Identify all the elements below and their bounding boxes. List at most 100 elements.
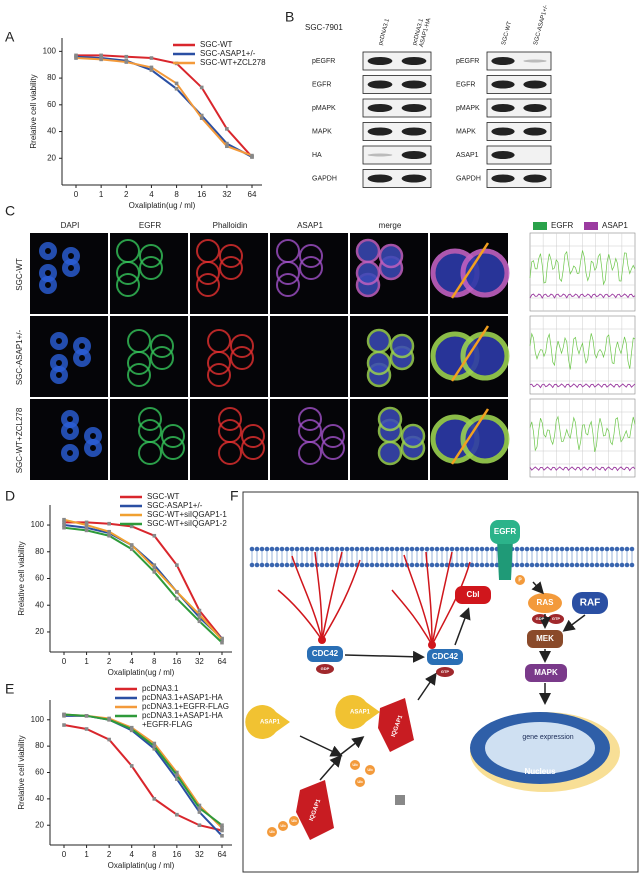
lipid-head bbox=[559, 546, 565, 552]
cell bbox=[321, 424, 345, 448]
cell bbox=[355, 260, 381, 286]
egfr-receptor bbox=[497, 540, 513, 580]
lipid-head bbox=[534, 546, 540, 552]
lipid-head bbox=[279, 546, 285, 552]
legend-label: SGC-ASAP1+/- bbox=[200, 49, 256, 58]
data-point bbox=[107, 737, 111, 742]
cell bbox=[298, 441, 322, 465]
egfr-head bbox=[490, 520, 520, 544]
blot-band bbox=[401, 127, 427, 136]
x-tick-label: 1 bbox=[84, 850, 89, 859]
legend-label: SGC-WT+ZCL278 bbox=[200, 58, 266, 67]
lipid-head bbox=[599, 562, 605, 568]
row-label: SGC-WT+ZCL278 bbox=[15, 407, 24, 473]
lipid-head bbox=[619, 562, 625, 568]
lipid-head bbox=[399, 562, 405, 568]
x-tick-label: 0 bbox=[74, 190, 79, 199]
node-label: Ub bbox=[280, 823, 286, 828]
row-label: pMAPK bbox=[456, 105, 480, 112]
lipid-head bbox=[484, 546, 490, 552]
lipid-head bbox=[369, 546, 375, 552]
x-tick-label: 32 bbox=[195, 850, 204, 859]
node-label: Ub bbox=[269, 829, 275, 834]
x-tick-label: 16 bbox=[172, 850, 181, 859]
data-point bbox=[220, 828, 224, 833]
blot-band bbox=[401, 174, 427, 183]
legend-label: pcDNA3.1+ASAP1-HA +EGFR-FLAG bbox=[142, 711, 223, 729]
column-label: DAPI bbox=[61, 221, 80, 230]
blot-band bbox=[367, 127, 393, 136]
lipid-head bbox=[289, 562, 295, 568]
lipid-head bbox=[259, 546, 265, 552]
data-point bbox=[129, 764, 134, 768]
blot-band bbox=[491, 80, 515, 89]
iqgap1 bbox=[296, 780, 334, 840]
panel-label: E bbox=[5, 681, 14, 697]
asap1 bbox=[335, 695, 380, 729]
node-label: P bbox=[518, 577, 522, 583]
row-label: EGFR bbox=[312, 81, 331, 88]
node-label: MEK bbox=[536, 634, 554, 643]
blot-band bbox=[367, 80, 393, 89]
data-line bbox=[63, 724, 223, 832]
lipid-head bbox=[454, 546, 460, 552]
ras bbox=[528, 593, 562, 613]
y-tick-label: 40 bbox=[47, 127, 56, 136]
lipid-head bbox=[544, 546, 550, 552]
lipid-head bbox=[464, 546, 470, 552]
blot-strip bbox=[486, 145, 552, 165]
row-label: pEGFR bbox=[456, 58, 479, 65]
node-label: GDP bbox=[536, 616, 545, 621]
x-tick-label: 0 bbox=[62, 657, 67, 666]
data-line bbox=[76, 54, 253, 158]
data-point bbox=[152, 533, 157, 538]
lipid-head bbox=[329, 562, 335, 568]
cell bbox=[321, 436, 345, 460]
lipid-head bbox=[604, 562, 610, 568]
lipid-head bbox=[589, 546, 595, 552]
node-label: Cbl bbox=[467, 590, 480, 599]
profile-line bbox=[450, 242, 490, 299]
lipid-head bbox=[389, 546, 395, 552]
x-tick-label: 0 bbox=[62, 850, 67, 859]
cell bbox=[61, 410, 79, 428]
cell bbox=[276, 261, 300, 285]
iqgap1 bbox=[378, 698, 414, 752]
lipid-head bbox=[579, 546, 585, 552]
lipid-head bbox=[489, 546, 495, 552]
lipid-head bbox=[574, 562, 580, 568]
data-point bbox=[175, 770, 179, 775]
blot-band bbox=[367, 174, 393, 183]
data-point bbox=[129, 524, 134, 529]
lipid-head bbox=[624, 562, 630, 568]
blot-band bbox=[491, 104, 515, 112]
y-tick-label: 60 bbox=[35, 768, 44, 777]
lipid-head bbox=[554, 546, 560, 552]
data-point bbox=[129, 547, 134, 551]
blot-band bbox=[491, 57, 515, 65]
column-label: ASAP1 bbox=[297, 221, 323, 230]
data-point bbox=[197, 823, 202, 828]
x-tick-label: 8 bbox=[152, 850, 157, 859]
data-line bbox=[63, 518, 223, 641]
data-point bbox=[62, 712, 66, 717]
data-point bbox=[152, 566, 157, 570]
lipid-head bbox=[584, 562, 590, 568]
cell bbox=[219, 256, 243, 280]
lipid-head bbox=[269, 546, 275, 552]
gtp bbox=[548, 614, 564, 624]
data-point bbox=[220, 823, 224, 828]
data-point bbox=[175, 596, 179, 601]
lipid-head bbox=[524, 546, 530, 552]
lipid-head bbox=[514, 546, 520, 552]
row-label: SGC-WT bbox=[15, 258, 24, 291]
lipid-head bbox=[564, 546, 570, 552]
data-point bbox=[62, 523, 66, 527]
diagram: F EGFR P Cbl RAS GDP GTP RAF MEK MAPK CD… bbox=[230, 488, 639, 873]
lipid-head bbox=[559, 562, 565, 568]
row-label: MAPK bbox=[312, 128, 332, 135]
data-point bbox=[62, 517, 66, 522]
cell bbox=[366, 328, 392, 354]
lipid-head bbox=[614, 546, 620, 552]
data-point bbox=[220, 638, 224, 642]
